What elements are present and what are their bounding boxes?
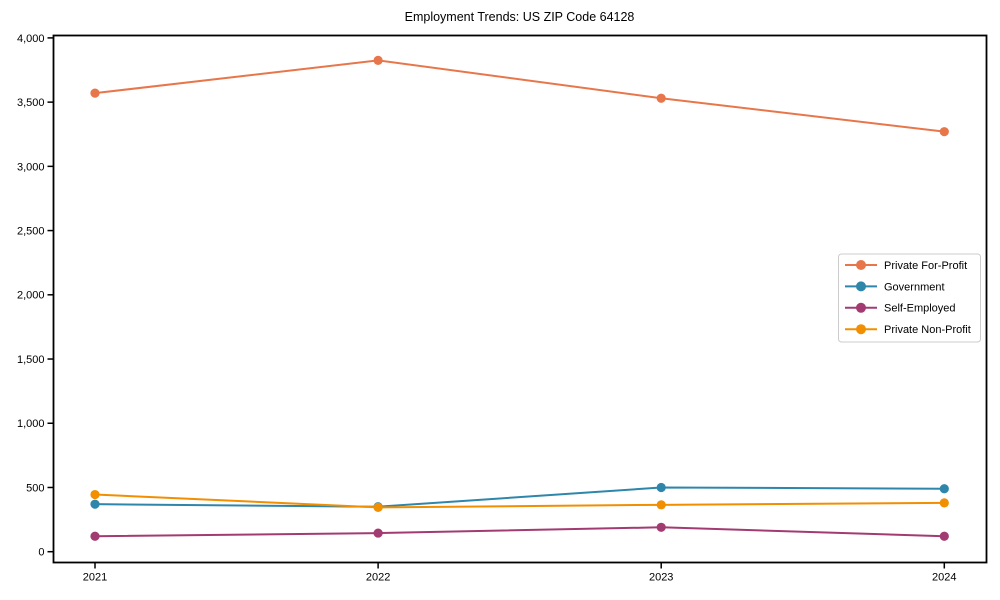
data-point-self-employed-2023: [656, 522, 666, 532]
y-tick-label: 0: [38, 547, 44, 559]
y-tick-label: 1,000: [17, 418, 45, 430]
legend-item-private-for-profit: Private For-Profit: [845, 260, 967, 272]
series-line-government: [94, 486, 946, 508]
y-tick-label: 500: [26, 482, 44, 494]
y-tick-label: 2,500: [17, 225, 45, 237]
series-line-private-for-profit: [94, 59, 946, 133]
y-tick-label: 4,000: [17, 33, 45, 45]
data-point-private-non-profit-2022: [373, 502, 383, 512]
x-tick-label: 2022: [366, 572, 390, 584]
x-tick-label: 2021: [83, 572, 107, 584]
data-point-self-employed-2022: [373, 528, 383, 538]
data-point-private-non-profit-2021: [90, 489, 100, 500]
legend-marker-government: [856, 281, 866, 292]
legend-label-private-non-profit: Private Non-Profit: [884, 324, 971, 336]
y-tick-label: 3,000: [17, 161, 45, 173]
legend-marker-self-employed: [856, 302, 866, 313]
legend-box: [838, 253, 981, 343]
legend-label-private-for-profit: Private For-Profit: [884, 260, 967, 272]
data-point-government-2021: [90, 499, 100, 509]
x-tick-label: 2024: [932, 572, 956, 584]
y-tick-label: 2,000: [17, 290, 45, 302]
data-point-government-2024: [939, 484, 949, 494]
y-tick-label: 1,500: [17, 354, 45, 366]
data-point-private-non-profit-2023: [656, 500, 666, 510]
data-point-government-2023: [656, 482, 666, 493]
legend-marker-private-non-profit: [856, 324, 866, 335]
data-point-private-for-profit-2022: [373, 55, 383, 65]
legend-item-private-non-profit: Private Non-Profit: [845, 324, 971, 336]
data-point-self-employed-2024: [939, 531, 949, 541]
data-point-private-for-profit-2021: [90, 88, 100, 98]
series-line-self-employed: [94, 526, 946, 538]
legend-item-self-employed: Self-Employed: [845, 303, 956, 315]
data-point-private-for-profit-2024: [939, 127, 949, 137]
data-point-private-for-profit-2023: [656, 93, 666, 103]
x-tick-label: 2023: [649, 572, 673, 584]
legend-label-self-employed: Self-Employed: [884, 303, 956, 315]
legend-label-government: Government: [884, 281, 945, 293]
data-point-self-employed-2021: [90, 531, 100, 541]
legend: Private For-Profit Government Self-Employe…: [838, 253, 981, 343]
data-point-private-non-profit-2024: [939, 498, 949, 508]
plot-area-border: [52, 34, 988, 564]
series-line-private-non-profit: [94, 493, 946, 509]
legend-marker-private-for-profit: [856, 260, 866, 270]
chart-title: Employment Trends: US ZIP Code 64128: [404, 10, 635, 24]
y-tick-label: 3,500: [17, 97, 45, 109]
legend-item-government: Government: [845, 281, 945, 293]
